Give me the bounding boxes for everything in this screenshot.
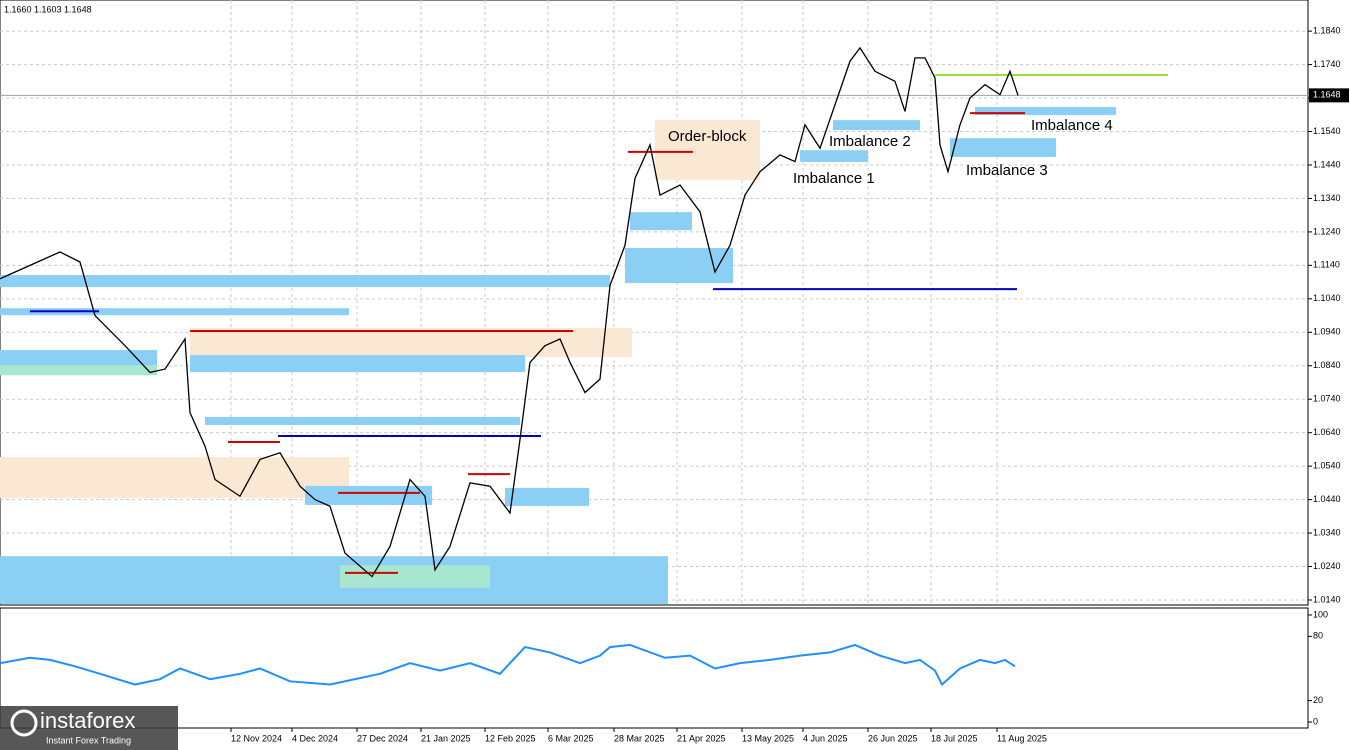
- zone: [0, 556, 668, 604]
- y-tick-label: 1.0740: [1313, 394, 1341, 404]
- zone: [340, 565, 490, 588]
- logo-brand: instaforex: [40, 708, 135, 733]
- y-tick-label: 1.0640: [1313, 427, 1341, 437]
- y-tick-label: 1.0340: [1313, 527, 1341, 537]
- x-tick-label: 27 Dec 2024: [357, 733, 408, 743]
- x-tick-label: 12 Feb 2025: [485, 733, 536, 743]
- zone: [625, 247, 733, 284]
- y-tick-label: 1.1440: [1313, 159, 1341, 169]
- rsi-tick-label: 80: [1313, 631, 1323, 641]
- annotation: Imbalance 3: [966, 162, 1048, 179]
- zone: [305, 485, 432, 505]
- x-tick-label: 18 Jul 2025: [931, 733, 978, 743]
- price-panel: [0, 0, 1309, 606]
- zone: [0, 457, 349, 498]
- y-tick-label: 1.0940: [1313, 327, 1341, 337]
- y-tick-label: 1.0440: [1313, 494, 1341, 504]
- zone: [505, 487, 589, 506]
- logo-tagline: Instant Forex Trading: [46, 735, 131, 745]
- last-price-label: 1.1648: [1313, 90, 1341, 100]
- x-tick-label: 26 Jun 2025: [868, 733, 918, 743]
- x-tick-label: 21 Jan 2025: [421, 733, 471, 743]
- rsi-panel: [0, 607, 1309, 729]
- x-tick-label: 28 Mar 2025: [614, 733, 665, 743]
- x-tick-label: 21 Apr 2025: [677, 733, 726, 743]
- x-tick-label: 13 May 2025: [742, 733, 794, 743]
- logo-icon: [10, 709, 38, 737]
- y-tick-label: 1.1240: [1313, 226, 1341, 236]
- rsi-tick-label: 0: [1313, 716, 1318, 726]
- annotation: Imbalance 2: [829, 133, 911, 150]
- zone: [190, 355, 525, 373]
- y-tick-label: 1.0840: [1313, 360, 1341, 370]
- y-tick-label: 1.1840: [1313, 25, 1341, 35]
- zone: [190, 327, 632, 358]
- zone: [655, 120, 760, 181]
- last-price-tag: [1309, 88, 1349, 103]
- zone: [0, 275, 610, 288]
- x-tick-label: 4 Jun 2025: [803, 733, 848, 743]
- annotation: Order-block: [668, 128, 747, 145]
- x-tick-label: 6 Mar 2025: [548, 733, 594, 743]
- annotation: Imbalance 1: [793, 170, 875, 187]
- y-tick-label: 1.1040: [1313, 293, 1341, 303]
- y-tick-label: 1.1540: [1313, 126, 1341, 136]
- zone: [0, 365, 157, 376]
- logo: instaforex Instant Forex Trading: [0, 706, 178, 750]
- x-tick-label: 4 Dec 2024: [292, 733, 338, 743]
- zone: [630, 212, 692, 231]
- rsi-tick-label: 100: [1313, 609, 1328, 619]
- rsi-line: [0, 643, 1016, 687]
- zone: [0, 308, 349, 316]
- y-tick-label: 1.0540: [1313, 461, 1341, 471]
- annotation: Imbalance 4: [1031, 117, 1113, 134]
- y-tick-label: 1.0240: [1313, 561, 1341, 571]
- header-ohlc: 1.1660 1.1603 1.1648: [4, 4, 92, 14]
- rsi-tick-label: 20: [1313, 695, 1323, 705]
- y-tick-label: 1.1340: [1313, 193, 1341, 203]
- x-tick-label: 12 Nov 2024: [231, 733, 282, 743]
- price-line: [0, 46, 1019, 578]
- y-tick-label: 1.1140: [1313, 260, 1340, 270]
- x-tick-label: 11 Aug 2025: [997, 733, 1047, 743]
- y-tick-label: 1.1740: [1313, 59, 1341, 69]
- zone: [975, 107, 1116, 116]
- zone: [950, 138, 1056, 157]
- zone: [833, 120, 920, 131]
- zone: [205, 416, 520, 425]
- zone: [800, 150, 868, 162]
- y-tick-label: 1.0140: [1313, 594, 1341, 604]
